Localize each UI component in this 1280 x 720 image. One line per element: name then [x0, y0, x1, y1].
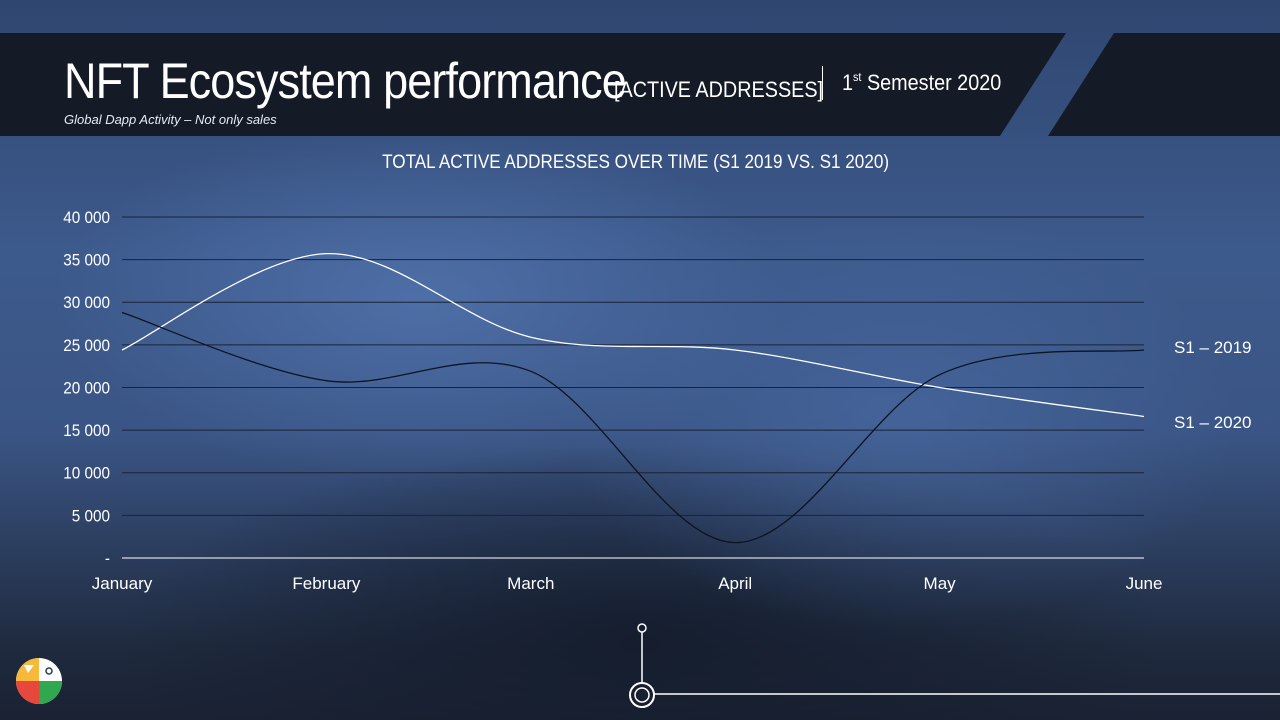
y-axis-ticks: - 5 000 10 000 15 000 20 000 25 000 30 000 35 0…: [63, 208, 110, 568]
semester-label: 1st Semester 2020: [842, 70, 1001, 96]
x-tick-label: May: [924, 574, 957, 593]
y-tick-label: 5 000: [72, 507, 110, 526]
x-tick-label: February: [292, 574, 361, 593]
series-label-2020: S1 – 2020: [1174, 413, 1252, 432]
y-tick-label: -: [105, 549, 110, 568]
x-tick-label: June: [1126, 574, 1163, 593]
y-tick-label: 40 000: [63, 208, 110, 227]
x-tick-label: April: [718, 574, 752, 593]
semester-text: Semester 2020: [866, 70, 1002, 95]
x-tick-label: January: [92, 574, 153, 593]
y-tick-label: 35 000: [63, 251, 110, 270]
series-line-2019: [121, 253, 1145, 418]
y-tick-label: 10 000: [63, 464, 110, 483]
dappradar-logo-icon: [16, 658, 62, 704]
y-tick-label: 30 000: [63, 294, 110, 313]
title-divider: [822, 66, 823, 100]
semester-ordinal: 1: [842, 70, 854, 95]
series-line-2020: [121, 311, 1145, 544]
series-labels: S1 – 2019 S1 – 2020: [1174, 338, 1252, 432]
y-tick-label: 15 000: [63, 421, 110, 440]
series-lines: [121, 253, 1145, 544]
y-tick-label: 20 000: [63, 379, 110, 398]
semester-ordinal-suffix: st: [853, 70, 862, 84]
header-band: [0, 33, 1280, 136]
title-suffix: [ACTIVE ADDRESSES]: [614, 77, 824, 102]
x-tick-label: March: [507, 574, 554, 593]
chart-title: TOTAL ACTIVE ADDRESSES OVER TIME (S1 201…: [0, 152, 1272, 174]
series-label-2019: S1 – 2019: [1174, 338, 1252, 357]
y-tick-label: 25 000: [63, 336, 110, 355]
chart-title-text: TOTAL ACTIVE ADDRESSES OVER TIME (S1 201…: [382, 152, 890, 173]
x-axis-ticks: January February March April May June: [92, 574, 1163, 593]
page-subtitle: Global Dapp Activity – Not only sales: [64, 112, 277, 127]
page-title: NFT Ecosystem performance: [64, 53, 627, 109]
header-band-shape: [0, 33, 1280, 136]
gridlines: [122, 216, 1144, 559]
